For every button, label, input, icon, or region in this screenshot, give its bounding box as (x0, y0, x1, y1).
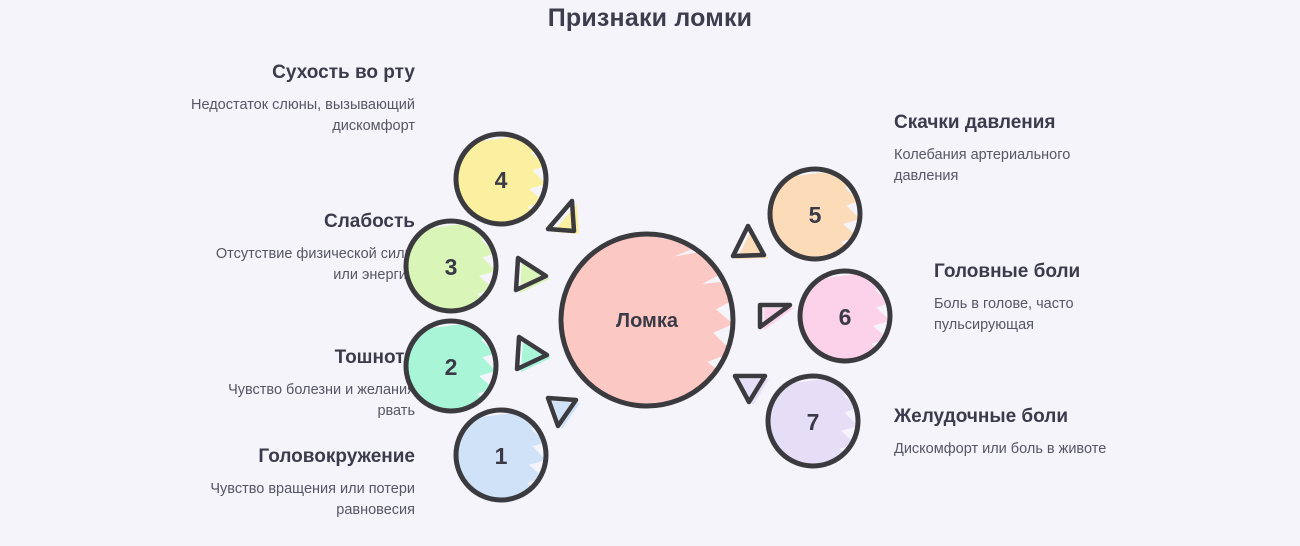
bubble-6-fill (801, 273, 890, 361)
bubble-7-number: 7 (807, 409, 820, 435)
connector-arrow-1 (545, 395, 580, 429)
connector-arrow-4 (545, 198, 579, 234)
text-block-title: Головокружение (258, 446, 415, 467)
text-block-desc: Колебания артериального давления (894, 147, 1071, 184)
bubble-7-outline (765, 373, 861, 469)
text-block-blood-pressure: Скачки давления Колебания артериального … (894, 110, 1109, 187)
bubble-node-5[interactable]: 5 (767, 166, 863, 262)
bubble-5-outline (767, 166, 863, 262)
text-block-title: Сухость во рту (272, 62, 415, 83)
text-block-title: Слабость (323, 211, 415, 232)
text-block-weakness: Слабость Отсутствие физической силы или … (190, 209, 415, 286)
text-block-dry-mouth: Сухость во рту Недостаток слюны, вызываю… (190, 60, 415, 137)
bubble-2-outline (403, 318, 499, 414)
bubble-node-2[interactable]: 2 (403, 318, 499, 414)
bubble-node-6[interactable]: 6 (797, 268, 893, 364)
text-block-stomach-pain: Желудочные боли Дискомфорт или боль в жи… (894, 404, 1109, 460)
text-block-title: Желудочные боли (894, 406, 1069, 427)
bubble-node-1[interactable]: 1 (453, 407, 549, 503)
bubble-3-fill (407, 223, 496, 311)
text-block-dizziness: Головокружение Чувство вращения или поте… (190, 444, 415, 521)
text-block-desc: Чувство вращения или потери равновесия (210, 481, 415, 518)
text-block-headaches: Головные боли Боль в голове, часто пульс… (934, 259, 1149, 336)
text-block-desc: Чувство болезни и желания рвать (228, 382, 415, 419)
bubble-4-number: 4 (495, 167, 508, 193)
bubble-2-number: 2 (445, 354, 458, 380)
bubble-3-outline (403, 218, 499, 314)
text-block-nausea: Тошнота Чувство болезни и желания рвать (190, 345, 415, 422)
bubble-5-fill (771, 171, 860, 259)
bubble-1-number: 1 (495, 443, 508, 469)
connector-arrow-2 (514, 334, 551, 372)
text-block-desc: Боль в голове, часто пульсирующая (934, 296, 1074, 333)
center-bubble[interactable]: Ломка (558, 231, 736, 409)
bubble-7-fill (769, 378, 858, 466)
bubble-6-number: 6 (839, 304, 852, 330)
connector-arrow-7 (732, 373, 769, 405)
text-block-desc: Отсутствие физической силы или энергии (215, 246, 415, 283)
bubble-5-number: 5 (809, 202, 822, 228)
text-block-desc: Дискомфорт или боль в животе (894, 441, 1107, 457)
text-block-desc: Недостаток слюны, вызывающий дискомфорт (190, 97, 415, 134)
bubble-node-4[interactable]: 4 (453, 131, 549, 227)
bubble-2-fill (407, 323, 496, 411)
bubble-node-3[interactable]: 3 (403, 218, 499, 314)
bubble-4-outline (453, 131, 549, 227)
connector-arrow-5 (730, 223, 768, 259)
center-bubble-outline (558, 231, 736, 409)
text-block-title: Тошнота (334, 347, 415, 368)
bubble-3-number: 3 (445, 254, 458, 280)
bubble-6-outline (797, 268, 893, 364)
text-block-title: Головные боли (934, 261, 1081, 282)
center-bubble-label: Ломка (616, 310, 679, 332)
connector-arrow-3 (513, 255, 550, 293)
text-block-title: Скачки давления (894, 112, 1056, 133)
connector-arrow-6 (757, 302, 794, 330)
page-title: Признаки ломки (547, 4, 753, 32)
bubble-1-outline (453, 407, 549, 503)
bubble-node-7[interactable]: 7 (765, 373, 861, 469)
